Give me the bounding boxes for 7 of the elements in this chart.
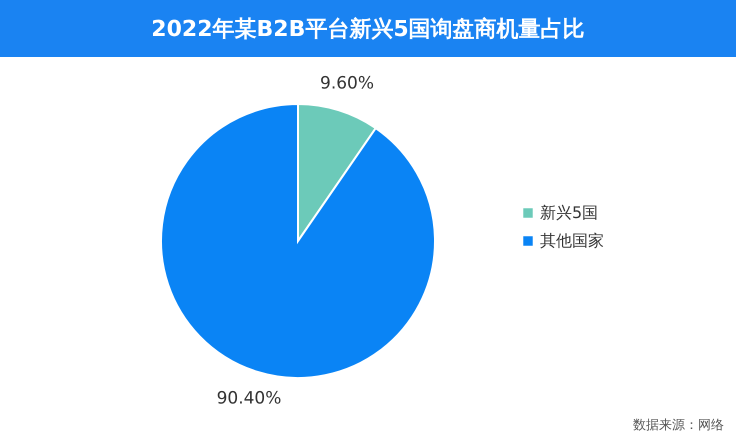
pie-slice	[160, 103, 436, 379]
data-label: 90.40%	[216, 388, 282, 409]
legend-label: 其他国家	[540, 231, 604, 250]
source-note: 数据来源：网络	[633, 417, 724, 434]
legend-label: 新兴5国	[540, 203, 598, 222]
data-label: 9.60%	[320, 73, 374, 94]
chart-title: 2022年某B2B平台新兴5国询盘商机量占比	[0, 0, 736, 57]
